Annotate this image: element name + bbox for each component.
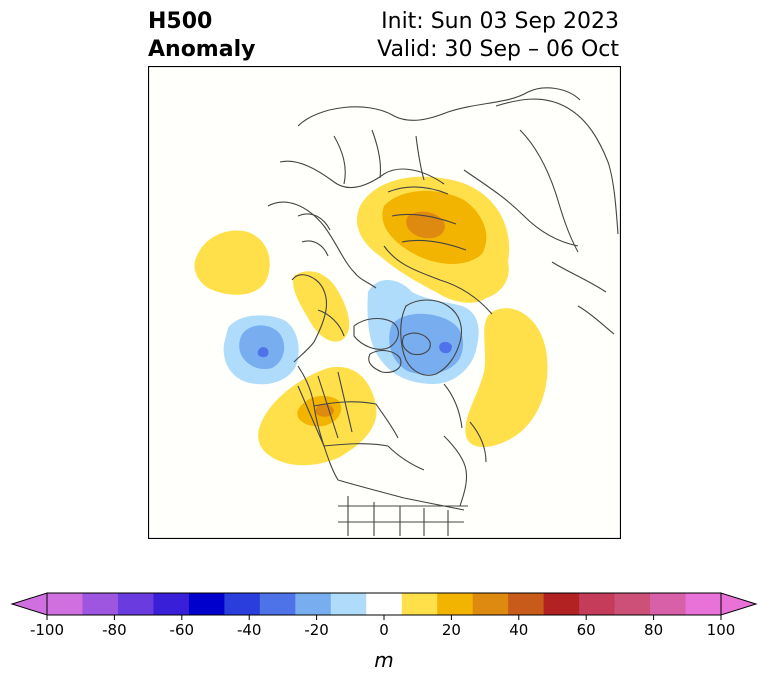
- colorbar-tick-label: -100: [30, 621, 64, 639]
- colorbar-swatch: [330, 593, 367, 615]
- colorbar-swatch: [224, 593, 261, 615]
- positive-anomaly-alaska: [293, 271, 350, 342]
- map-frame: [148, 66, 621, 539]
- colorbar-tick-label: 80: [644, 621, 663, 639]
- colorbar-swatch: [295, 593, 332, 615]
- negative-anomaly-greenland-peak: [439, 341, 452, 354]
- colorbar-swatch: [401, 593, 438, 615]
- colorbar-swatch: [685, 593, 722, 615]
- positive-anomaly-siberia-peak: [406, 211, 445, 239]
- valid-range: Valid: 30 Sep – 06 Oct: [377, 37, 619, 62]
- colorbar-swatch: [579, 593, 616, 615]
- init-date: Init: Sun 03 Sep 2023: [381, 9, 619, 34]
- negative-anomaly-bering-peak: [257, 347, 269, 358]
- colorbar-tick-label: -80: [102, 621, 127, 639]
- colorbar-tick-label: -60: [170, 621, 195, 639]
- colorbar-tick-label: -20: [304, 621, 329, 639]
- colorbar-swatch: [508, 593, 545, 615]
- colorbar-swatch: [153, 593, 190, 615]
- colorbar-min-extend: [10, 592, 48, 616]
- negative-anomaly-bering-core: [239, 325, 285, 370]
- colorbar-swatch: [650, 593, 687, 615]
- title-type: Anomaly: [148, 37, 256, 62]
- colorbar-swatch: [437, 593, 474, 615]
- colorbar-tick-label: 0: [379, 621, 389, 639]
- map-title: H500 Anomaly: [148, 8, 255, 64]
- colorbar-swatch: [188, 593, 225, 615]
- colorbar-tick-label: 20: [442, 621, 461, 639]
- map-borders: [267, 87, 619, 536]
- colorbar-swatch: [82, 593, 119, 615]
- colorbar-swatch: [47, 593, 83, 615]
- positive-anomaly-canada-peak: [315, 403, 334, 417]
- colorbar-swatch: [614, 593, 651, 615]
- colorbar-swatch: [366, 593, 403, 615]
- anomaly-map: [148, 66, 621, 539]
- colorbar-swatch: [259, 593, 296, 615]
- colorbar-tick-label: 40: [509, 621, 528, 639]
- colorbar-swatches: [46, 592, 722, 616]
- colorbar-tick-label: 60: [577, 621, 596, 639]
- colorbar-tick-label: -40: [237, 621, 262, 639]
- anomaly-shading: [194, 176, 548, 466]
- colorbar-swatch: [472, 593, 509, 615]
- colorbar-swatch: [117, 593, 154, 615]
- colorbar: -100 -80 -60 -40 -20 0 20 40 60 80 100 m: [10, 592, 758, 672]
- positive-anomaly-west-pacific: [194, 230, 270, 295]
- map-dates: Init: Sun 03 Sep 2023 Valid: 30 Sep – 06…: [377, 8, 619, 64]
- colorbar-ticks: -100 -80 -60 -40 -20 0 20 40 60 80 100: [30, 615, 735, 639]
- colorbar-max-extend: [720, 592, 758, 616]
- negative-anomaly-greenland-core: [389, 313, 464, 375]
- colorbar-unit: m: [374, 648, 393, 672]
- title-variable: H500: [148, 9, 213, 34]
- positive-anomaly-atlantic: [465, 308, 548, 448]
- colorbar-swatch: [543, 593, 580, 615]
- colorbar-tick-label: 100: [707, 621, 736, 639]
